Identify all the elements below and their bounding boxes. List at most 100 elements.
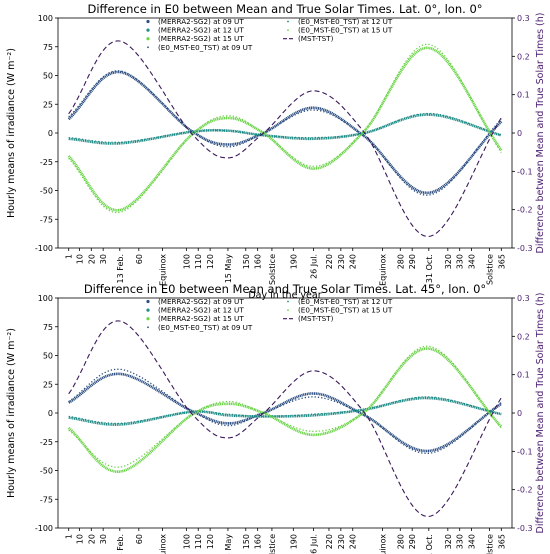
x-tick-label: 240	[349, 534, 358, 549]
x-tick-label: 290	[408, 254, 417, 269]
x-tick-label: 20	[87, 534, 96, 544]
y-tick-label: 50	[43, 352, 53, 361]
x-tick-label: Equinox	[378, 534, 387, 554]
legend-entry: (MERRA2-SG2) at 09 UT	[158, 17, 244, 26]
x-tick-label: 220	[325, 254, 334, 269]
x-tick-label: 10	[75, 254, 84, 264]
x-tick-label: 26 Jul.	[310, 534, 319, 554]
x-tick-label: 190	[289, 254, 298, 269]
legend-marker	[287, 300, 289, 303]
x-tick-label: 13 Feb.	[116, 254, 125, 283]
x-tick-label: 20	[87, 254, 96, 264]
chart-lat-45: Difference in E0 between Mean and True S…	[6, 282, 546, 554]
y-tick-label: 75	[43, 43, 53, 52]
x-tick-label: 230	[337, 254, 346, 269]
legend-marker	[146, 28, 150, 32]
legend-marker	[287, 29, 289, 31]
x-tick-label: 31 Oct.	[425, 254, 434, 283]
y-tick-label: -50	[40, 187, 53, 196]
y2-axis-label: Difference between Mean and True Solar T…	[535, 13, 546, 254]
series-line	[68, 396, 502, 425]
legend-marker	[146, 37, 150, 41]
y2-tick-label: 0.1	[517, 371, 530, 380]
x-tick-label: 110	[194, 254, 203, 269]
chart-title: Difference in E0 between Mean and True S…	[84, 282, 486, 296]
x-tick-label: 150	[242, 534, 251, 549]
plot-frame	[57, 297, 513, 529]
x-tick-label: 280	[396, 254, 405, 269]
legend-marker	[147, 46, 149, 49]
x-tick-label: 280	[396, 534, 405, 549]
y2-tick-label: 0.3	[517, 14, 530, 23]
x-tick-label: 240	[349, 254, 358, 269]
plot-frame	[57, 17, 513, 249]
x-tick-label: 26 Jul.	[310, 254, 319, 279]
y2-tick-label: -0.3	[517, 524, 533, 533]
y-tick-label: -75	[40, 495, 53, 504]
legend-entry: (MST-TST)	[298, 34, 334, 43]
y-tick-label: -25	[40, 158, 53, 167]
legend-entry: (MERRA2-SG2) at 15 UT	[158, 314, 244, 323]
chart-lat-0: Difference in E0 between Mean and True S…	[6, 2, 546, 301]
y-tick-label: -50	[40, 467, 53, 476]
y-tick-label: 25	[43, 380, 53, 389]
legend-entry: (E0_MST-E0_TST) at 09 UT	[158, 43, 253, 52]
y2-tick-label: 0.2	[517, 332, 530, 341]
y-tick-label: -25	[40, 438, 53, 447]
legend-entry: (E0_MST-E0_TST) at 15 UT	[298, 26, 393, 35]
x-tick-label: 220	[325, 534, 334, 549]
y2-tick-label: 0.1	[517, 91, 530, 100]
x-tick-label: 10	[75, 534, 84, 544]
legend-entry: (MERRA2-SG2) at 09 UT	[158, 297, 244, 306]
y2-tick-label: 0.2	[517, 52, 530, 61]
x-tick-label: Solstice	[268, 254, 277, 285]
legend-entry: (MST-TST)	[298, 314, 334, 323]
legend-entry: (E0_MST-E0_TST) at 09 UT	[158, 323, 253, 332]
x-tick-label: 1	[65, 254, 74, 259]
y2-tick-label: -0.3	[517, 244, 533, 253]
x-tick-label: 150	[242, 254, 251, 269]
x-axis-label: Day in the year	[248, 290, 321, 301]
x-tick-label: 230	[337, 534, 346, 549]
legend-marker	[146, 299, 150, 304]
series-line	[67, 347, 503, 474]
x-tick-label: 340	[468, 534, 477, 549]
legend-entry: (E0_MST-E0_TST) at 12 UT	[298, 297, 393, 306]
y-tick-label: 75	[43, 323, 53, 332]
legend-entry: (MERRA2-SG2) at 12 UT	[158, 306, 244, 315]
x-tick-label: 365	[497, 254, 506, 269]
legend-marker	[287, 20, 289, 23]
x-tick-label: 120	[206, 534, 215, 549]
x-tick-label: 100	[182, 534, 191, 549]
x-tick-label: 320	[444, 534, 453, 549]
x-tick-label: 13 Feb.	[116, 534, 125, 554]
x-tick-label: Equinox	[159, 534, 168, 554]
x-tick-label: Solstice	[485, 254, 494, 285]
x-tick-label: 340	[468, 254, 477, 269]
legend-marker	[147, 326, 149, 329]
y-tick-label: -75	[40, 215, 53, 224]
y2-tick-label: -0.2	[517, 206, 533, 215]
legend-marker	[146, 19, 150, 24]
x-tick-label: 15 May	[224, 534, 233, 554]
y-axis-label: Hourly means of irradiance (W m⁻²)	[6, 48, 17, 218]
legend-marker	[146, 317, 150, 321]
series-line	[68, 113, 502, 145]
y-tick-label: 25	[43, 100, 53, 109]
legend-entry: (E0_MST-E0_TST) at 15 UT	[298, 306, 393, 315]
y-tick-label: -100	[35, 524, 53, 533]
series-line	[68, 43, 502, 214]
series-line	[68, 345, 502, 468]
x-tick-label: 60	[135, 534, 144, 544]
y2-tick-label: 0.3	[517, 294, 530, 303]
x-tick-label: 330	[456, 254, 465, 269]
legend-marker	[287, 309, 289, 311]
x-tick-label: 320	[444, 254, 453, 269]
x-tick-label: 160	[254, 534, 263, 549]
x-tick-label: 100	[182, 254, 191, 269]
series-line	[68, 320, 502, 518]
x-tick-label: 365	[497, 534, 506, 549]
x-tick-label: Solstice	[268, 534, 277, 554]
y2-axis-label: Difference between Mean and True Solar T…	[535, 293, 546, 534]
